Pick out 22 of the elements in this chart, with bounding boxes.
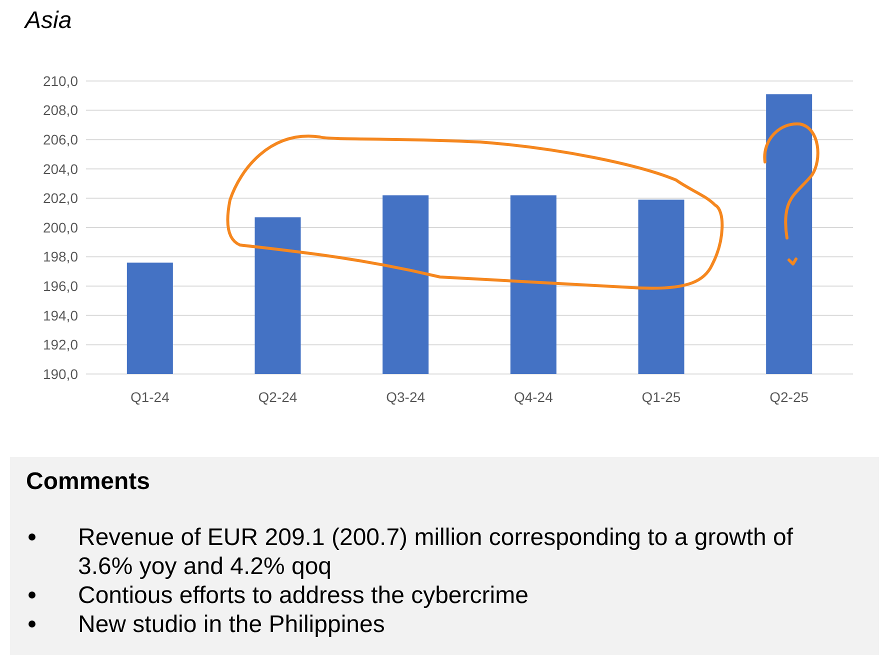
- x-tick-label: Q1-24: [130, 389, 170, 405]
- y-tick-label: 198,0: [42, 248, 78, 265]
- text: Contious efforts to address the cybercrime: [78, 582, 528, 609]
- y-tick-label: 194,0: [42, 307, 78, 324]
- text: Revenue of EUR 209.1 (200.7) million corresponding to a growth of 3.6% yoy and 4.2% qoq: [78, 524, 794, 580]
- text: Comments: [26, 468, 150, 495]
- chart-title: Asia: [23, 7, 72, 34]
- y-tick-label: 192,0: [42, 336, 78, 353]
- x-tick-label: Q2-24: [258, 389, 298, 405]
- x-tick-label: Q1-25: [642, 389, 681, 405]
- y-tick-label: 202,0: [42, 190, 78, 206]
- y-tick-label: 190,0: [42, 366, 78, 382]
- y-tick-label: 204,0: [42, 160, 78, 177]
- x-tick-label: Q3-24: [386, 389, 426, 405]
- text: New studio in the Philippines: [78, 611, 385, 638]
- x-tick-label: Q4-24: [514, 389, 554, 405]
- y-tick-label: 210,0: [42, 72, 78, 89]
- x-tick-label: Q2-25: [770, 389, 809, 405]
- y-tick-label: 208,0: [42, 102, 78, 118]
- y-tick-label: 206,0: [42, 132, 78, 148]
- y-tick-label: 200,0: [42, 219, 78, 236]
- y-tick-label: 196,0: [42, 278, 78, 294]
